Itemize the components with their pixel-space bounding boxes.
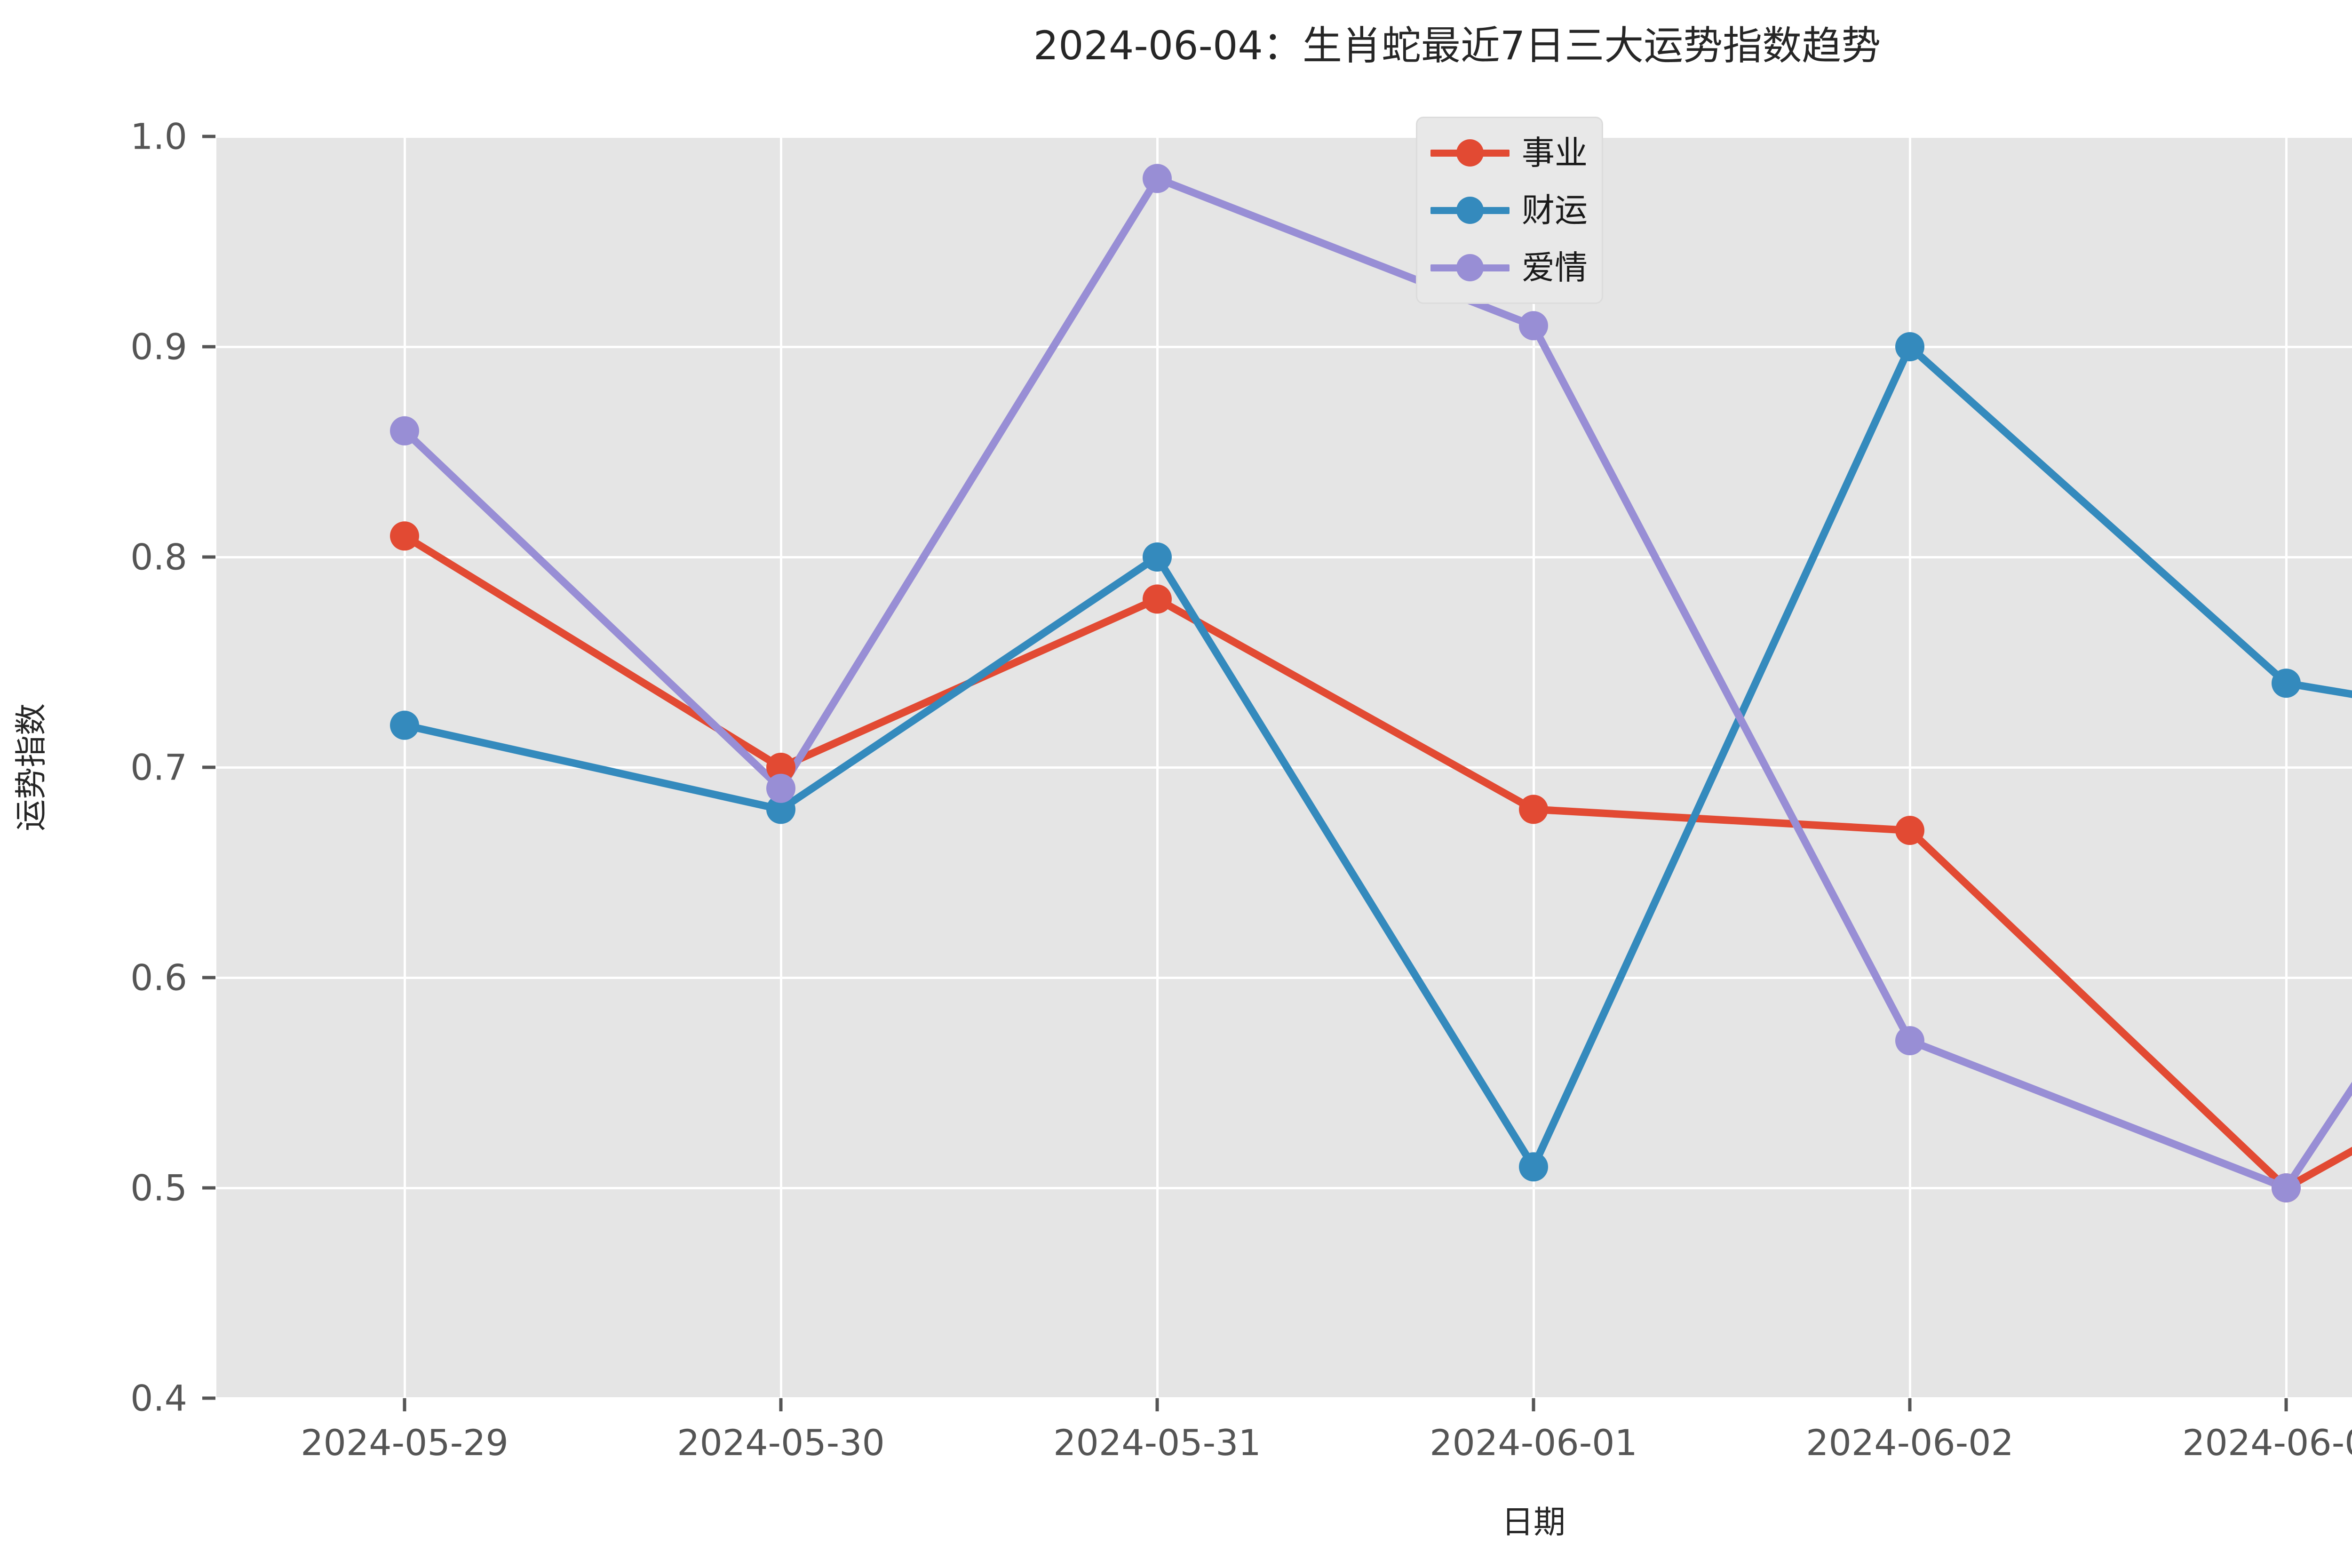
gridline-horizontal	[216, 135, 2352, 138]
x-tick-label: 2024-05-29	[301, 1422, 509, 1464]
data-point-marker	[2272, 669, 2301, 698]
y-tick-mark	[202, 555, 215, 559]
y-tick-mark	[202, 976, 215, 979]
x-tick-label: 2024-06-02	[1806, 1422, 2014, 1464]
gridline-vertical	[1532, 136, 1535, 1398]
legend-swatch-icon	[1429, 184, 1511, 237]
x-tick-label: 2024-05-30	[677, 1422, 885, 1464]
y-tick-mark	[202, 345, 215, 349]
y-tick-mark	[202, 1186, 215, 1190]
gridline-vertical	[1908, 136, 1911, 1398]
x-axis-label: 日期	[1501, 1504, 1566, 1541]
legend-item-爱情[interactable]: 爱情	[1429, 241, 1588, 294]
x-tick-mark	[2284, 1398, 2288, 1411]
data-point-marker	[1143, 542, 1172, 572]
legend-label: 爱情	[1522, 248, 1588, 287]
legend-swatch-icon	[1429, 127, 1511, 179]
data-point-marker	[1519, 795, 1548, 824]
plot-area	[216, 135, 2352, 1400]
x-tick-mark	[1532, 1398, 1535, 1411]
x-tick-mark	[403, 1398, 406, 1411]
gridline-vertical	[1156, 136, 1159, 1398]
gridline-horizontal	[216, 976, 2352, 979]
data-point-marker	[390, 710, 419, 740]
data-point-marker	[390, 416, 419, 446]
chart-legend: 事业 财运 爱情	[1416, 117, 1603, 304]
data-point-marker	[1519, 1152, 1548, 1182]
x-tick-label: 2024-05-31	[1053, 1422, 1261, 1464]
legend-label: 财运	[1522, 191, 1588, 230]
data-point-marker	[390, 521, 419, 551]
series-layer	[390, 164, 2352, 1202]
legend-label: 事业	[1522, 134, 1588, 172]
data-point-marker	[766, 753, 795, 782]
legend-dot-icon	[1456, 139, 1484, 167]
y-tick-mark	[202, 135, 215, 138]
data-point-marker	[1143, 584, 1172, 614]
series-line	[401, 343, 2352, 1171]
data-point-marker	[1895, 1026, 1924, 1056]
legend-dot-icon	[1456, 197, 1484, 224]
legend-item-事业[interactable]: 事业	[1429, 127, 1588, 179]
gridline-horizontal	[216, 345, 2352, 348]
y-tick-label: 0.9	[130, 326, 187, 368]
y-axis-label: 运势指数	[13, 703, 50, 832]
data-point-marker	[1895, 332, 1924, 361]
x-tick-label: 2024-06-03	[2182, 1422, 2352, 1464]
gridline-horizontal	[216, 1186, 2352, 1189]
y-tick-label: 0.7	[130, 746, 187, 788]
data-point-marker	[1519, 311, 1548, 341]
x-tick-label: 2024-06-01	[1430, 1422, 1637, 1464]
y-tick-label: 0.8	[130, 536, 187, 578]
y-tick-label: 0.5	[130, 1167, 187, 1209]
data-point-marker	[1143, 164, 1172, 193]
x-tick-mark	[779, 1398, 783, 1411]
y-tick-label: 0.4	[130, 1377, 187, 1419]
data-point-marker	[766, 773, 795, 803]
chart-title: 2024-06-04：生肖蛇最近7日三大运势指数趋势	[1033, 23, 1881, 69]
x-tick-mark	[1908, 1398, 1912, 1411]
legend-dot-icon	[1456, 254, 1484, 281]
y-tick-label: 1.0	[130, 115, 187, 158]
gridline-horizontal	[216, 556, 2352, 558]
data-point-marker	[1895, 816, 1924, 845]
legend-swatch-icon	[1429, 241, 1511, 294]
x-tick-mark	[1155, 1398, 1159, 1411]
data-point-marker	[766, 795, 795, 824]
y-tick-mark	[202, 1396, 215, 1400]
data-point-marker	[2272, 1173, 2301, 1202]
legend-item-财运[interactable]: 财运	[1429, 184, 1588, 237]
gridline-horizontal	[216, 1397, 2352, 1400]
series-line	[401, 532, 2352, 1192]
gridline-vertical	[2285, 136, 2288, 1398]
y-tick-label: 0.6	[130, 956, 187, 999]
series-line	[401, 175, 2352, 1192]
gridline-vertical	[403, 136, 406, 1398]
y-tick-mark	[202, 765, 215, 769]
